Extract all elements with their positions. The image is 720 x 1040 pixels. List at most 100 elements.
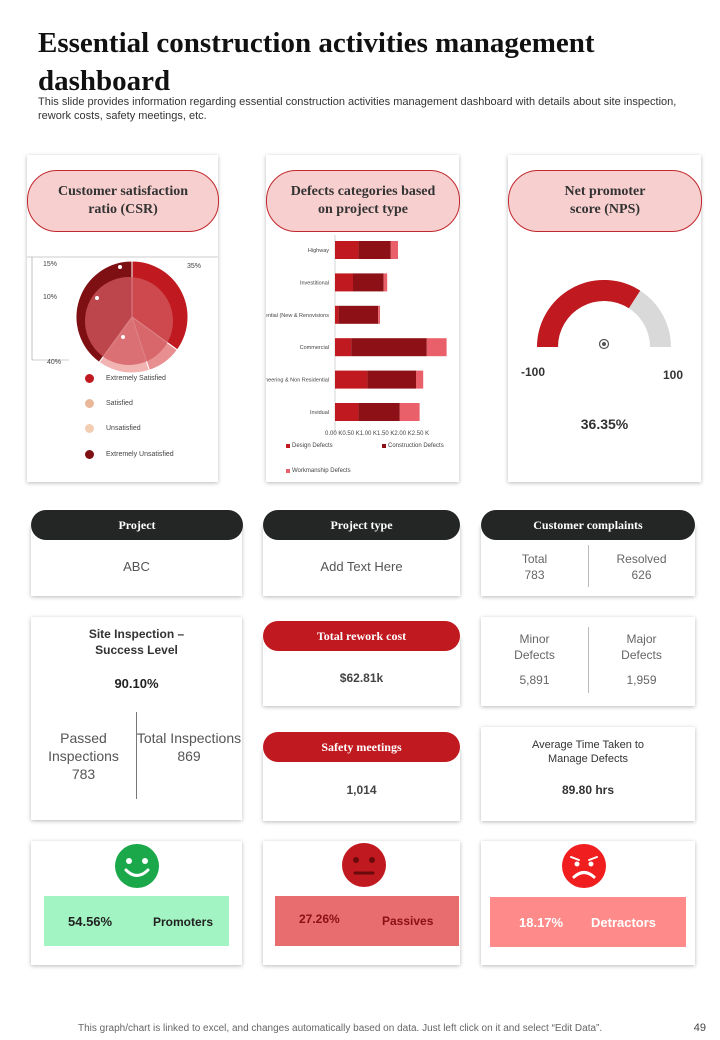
- legend-swatch: [85, 450, 94, 459]
- y-tick-label: Commercial: [300, 345, 329, 351]
- nps-title: Net promoter score (NPS): [508, 170, 702, 232]
- legend-label: Construction Defects: [388, 443, 444, 449]
- promoters-card: 54.56% Promoters: [31, 841, 242, 965]
- detractors-value: 18.17%: [519, 915, 564, 930]
- bar-segment: [399, 403, 420, 421]
- legend-swatch: [382, 444, 386, 448]
- legend-item: Extremely Satisfied: [85, 374, 166, 383]
- pie-label-40: 40%: [47, 359, 62, 366]
- legend-swatch: [85, 374, 94, 383]
- site-inspection-card: Site Inspection – Success Level 90.10% P…: [31, 617, 242, 820]
- total-inspections-label: Total Inspections: [136, 730, 242, 746]
- csr-title: Customer satisfaction ratio (CSR): [27, 170, 219, 232]
- csr-card: Customer satisfaction ratio (CSR) 15% 35…: [27, 155, 219, 482]
- sad-face-icon: [562, 844, 606, 888]
- legend-item: Satisfied: [85, 399, 133, 408]
- nps-card: Net promoter score (NPS) -100 100 36.35%: [508, 155, 702, 482]
- bar-segment: [353, 273, 384, 292]
- promoters-bar: 54.56% Promoters: [44, 896, 229, 946]
- bar-segment: [367, 370, 416, 389]
- bar-segment: [426, 338, 447, 357]
- legend-item: Unsatisfied: [85, 424, 141, 433]
- happy-face-icon: [115, 844, 159, 888]
- major-defects: Major Defects 1,959: [588, 631, 695, 688]
- defects-title: Defects categories based on project type: [266, 170, 460, 232]
- bar-segment: [351, 338, 427, 357]
- legend-swatch: [286, 469, 290, 473]
- passives-card: 27.26% Passives: [263, 841, 460, 965]
- passives-bar: 27.26% Passives: [275, 896, 459, 946]
- legend-label: Extremely Unsatisfied: [106, 451, 174, 458]
- legend-label: Design Defects: [292, 443, 333, 449]
- bar-segment: [335, 241, 359, 259]
- bar-segment: [383, 273, 388, 292]
- gauge-needle-center: [602, 342, 606, 346]
- legend-label: Extremely Satisfied: [106, 375, 166, 382]
- bar-segment: [335, 403, 359, 421]
- csr-pie-chart: [27, 256, 218, 374]
- bar-segment: [378, 305, 380, 324]
- defects-card: Defects categories based on project type…: [266, 155, 460, 482]
- pie-label-10: 10%: [43, 294, 58, 301]
- x-tick-label: 0.00 K0.50 K1.00 K1.50 K2.00 K2.50 K: [325, 431, 429, 437]
- nps-max-label: 100: [663, 368, 684, 382]
- bar-segment: [335, 338, 352, 357]
- y-tick-label: Highway: [308, 248, 329, 254]
- nps-gauge: [537, 280, 671, 350]
- minor-defects-label: Minor Defects: [514, 632, 555, 662]
- y-tick-label: Investitional: [300, 280, 329, 286]
- major-defects-value: 1,959: [626, 673, 657, 687]
- complaints-total-value: 783: [524, 568, 545, 582]
- neutral-face-icon: [342, 843, 386, 887]
- divider: [588, 627, 589, 693]
- defects-legend-item: Workmanship Defects: [286, 468, 351, 474]
- avg-time-value: 89.80 hrs: [561, 783, 615, 797]
- pie-marker: [95, 296, 99, 300]
- bar-segment: [335, 273, 353, 292]
- passed-inspections: Passed Inspections 783: [31, 729, 136, 783]
- y-tick-label: Engineering & Non Residential: [266, 378, 329, 384]
- bar-segment: [358, 241, 391, 259]
- total-inspections-value: 869: [177, 748, 201, 764]
- defect-counts-card: Minor Defects 5,891 Major Defects 1,959: [481, 617, 695, 706]
- pie-marker: [121, 335, 125, 339]
- safety-value: 1,014: [346, 783, 377, 797]
- detractors-label: Detractors: [591, 915, 657, 930]
- page-title: Essential construction activities manage…: [38, 27, 595, 97]
- passives-value: 27.26%: [299, 912, 340, 926]
- promoters-label: Promoters: [153, 915, 214, 929]
- gauge-fill: [537, 280, 641, 348]
- legend-swatch: [85, 424, 94, 433]
- safety-header: Safety meetings: [263, 732, 460, 762]
- y-tick-label: Residential (New & Renovisions: [266, 313, 329, 319]
- pie-marker: [118, 265, 122, 269]
- minor-defects: Minor Defects 5,891: [481, 631, 588, 688]
- major-defects-label: Major Defects: [621, 632, 662, 662]
- rework-header: Total rework cost: [263, 621, 460, 651]
- page-subtitle: This slide provides information regardin…: [38, 96, 677, 122]
- passives-label: Passives: [382, 914, 434, 928]
- defects-legend-item: Construction Defects: [382, 443, 444, 449]
- divider: [588, 545, 589, 587]
- project-type-header: Project type: [263, 510, 460, 540]
- complaints-total: Total 783: [481, 551, 588, 583]
- nps-value: 36.35%: [580, 416, 629, 432]
- promoters-value: 54.56%: [68, 914, 113, 929]
- pie-label-35: 35%: [187, 263, 202, 270]
- legend-item: Extremely Unsatisfied: [85, 450, 174, 459]
- project-type-value: Add Text Here: [320, 559, 403, 574]
- divider: [136, 712, 137, 799]
- minor-defects-value: 5,891: [519, 673, 550, 687]
- legend-label: Satisfied: [106, 400, 133, 407]
- nps-min-label: -100: [521, 365, 546, 379]
- site-inspection-title: Site Inspection – Success Level: [88, 627, 185, 657]
- project-header: Project: [31, 510, 243, 540]
- site-inspection-value: 90.10%: [114, 676, 159, 691]
- bar-segment: [390, 241, 398, 259]
- legend-label: Unsatisfied: [106, 425, 141, 432]
- complaints-total-label: Total: [521, 552, 548, 566]
- bar-segment: [358, 403, 400, 421]
- legend-swatch: [286, 444, 290, 448]
- passed-inspections-label: Passed Inspections: [48, 730, 119, 764]
- y-tick-label: Invidual: [310, 410, 329, 416]
